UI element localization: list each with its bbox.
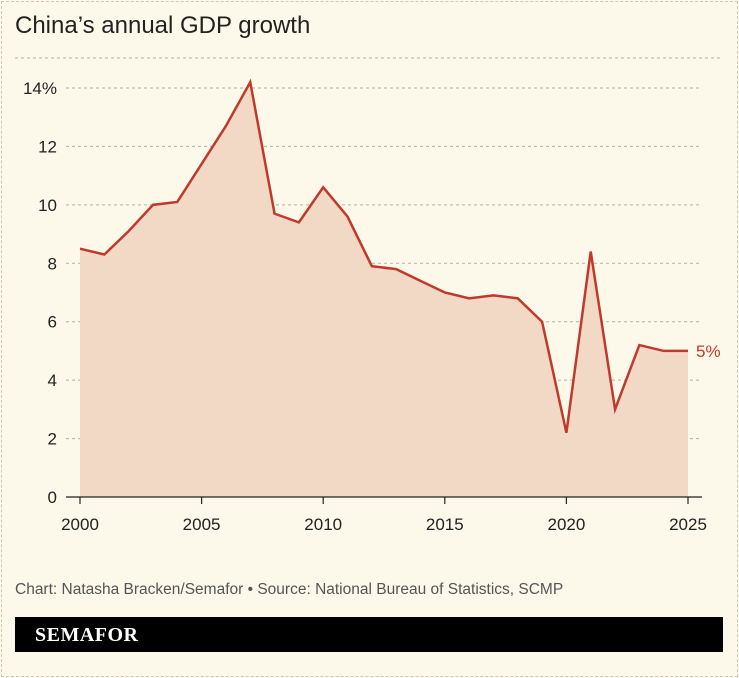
gdp-chart: 0 2 4 6 8 10 12 14% 2000 2005 2010 2015 2020 2025 5%	[15, 57, 723, 534]
y-tick-label: 10	[38, 196, 57, 215]
y-tick-label: 12	[38, 137, 57, 156]
semafor-logo: SEMAFOR	[35, 624, 139, 646]
y-tick-label: 4	[48, 371, 57, 390]
brand-bar: SEMAFOR	[15, 617, 723, 652]
y-tick-label: 2	[48, 430, 57, 449]
series-line	[79, 78, 688, 433]
chart-title: China’s annual GDP growth	[15, 12, 311, 39]
source-note: Chart: Natasha Bracken/Semafor • Source:…	[15, 581, 564, 598]
y-tick-label: 14%	[23, 79, 57, 98]
area-fill	[80, 82, 688, 498]
x-tick-label: 2015	[426, 515, 464, 534]
y-tick-label: 6	[48, 313, 57, 332]
x-tick-label: 2010	[304, 515, 342, 534]
x-tick-label: 2005	[183, 515, 221, 534]
y-tick-label: 0	[48, 488, 57, 507]
x-tick-label: 2000	[61, 515, 99, 534]
y-tick-label: 8	[48, 254, 57, 273]
end-value-label: 5%	[696, 342, 721, 361]
x-tick-label: 2025	[669, 515, 707, 534]
x-tick-label: 2020	[547, 515, 585, 534]
